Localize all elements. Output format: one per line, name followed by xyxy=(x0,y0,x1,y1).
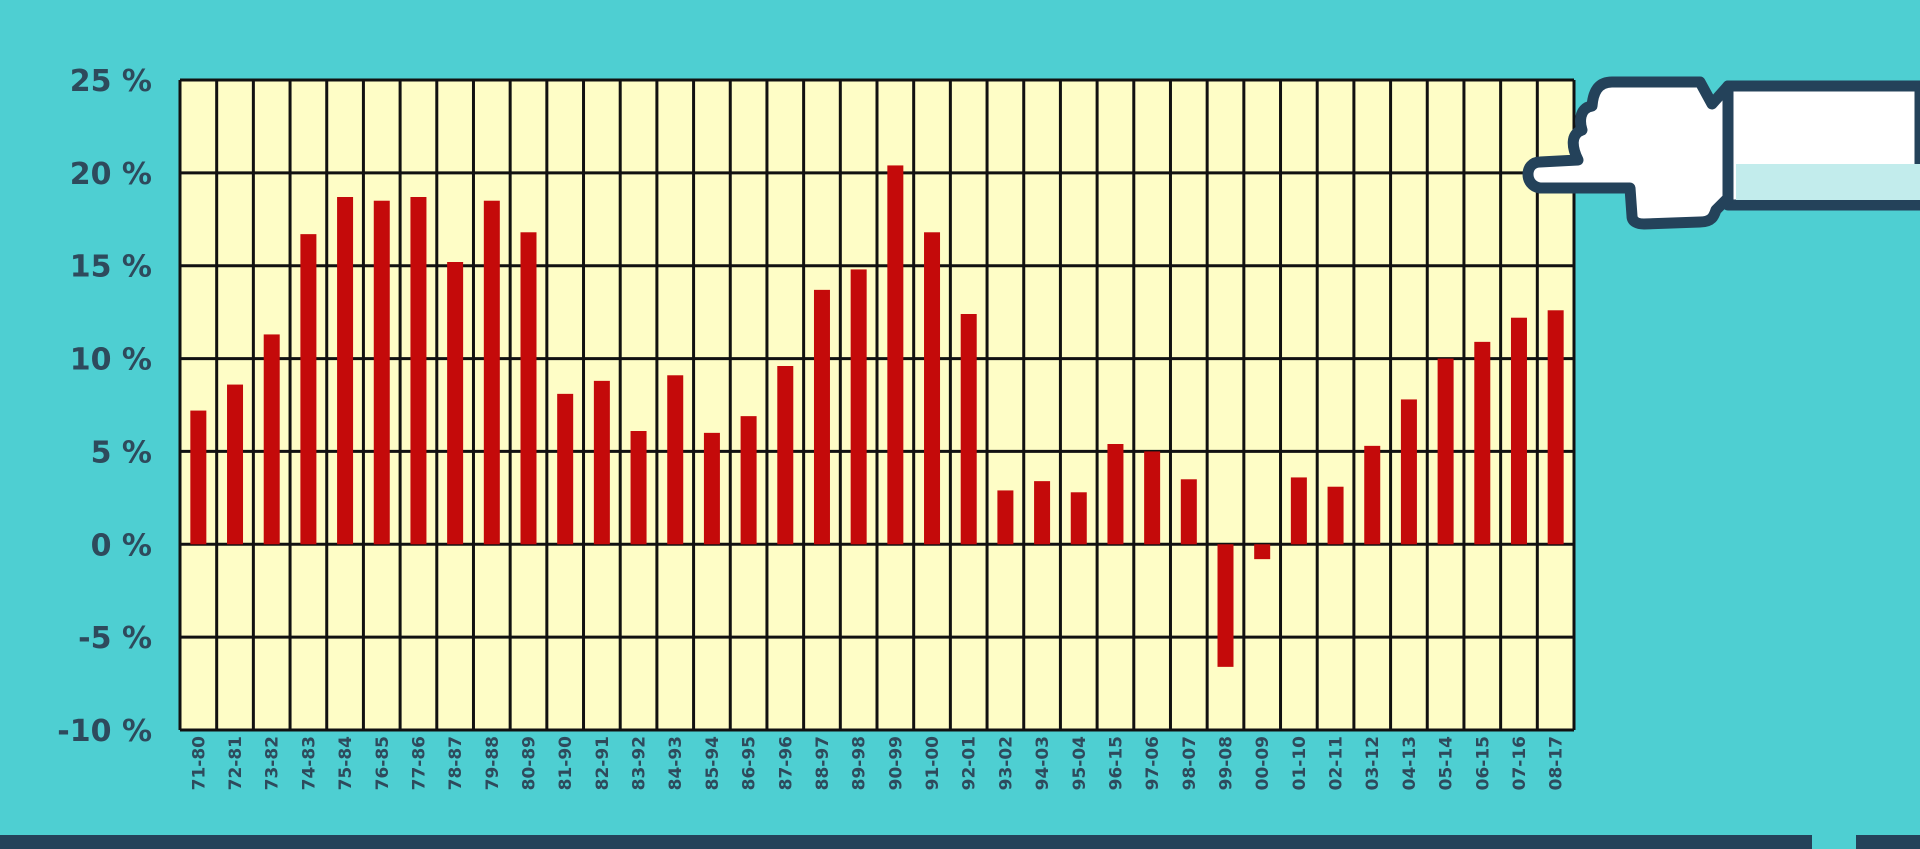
bottom-divider-bar-right xyxy=(1856,835,1920,849)
bar-75-84 xyxy=(337,197,354,545)
x-tick-label: 86-95 xyxy=(740,736,760,790)
x-tick-label: 77-86 xyxy=(409,736,429,790)
bar-98-07 xyxy=(1180,479,1197,545)
bar-07-16 xyxy=(1510,317,1527,545)
x-tick-label: 92-01 xyxy=(960,736,980,790)
bar-81-90 xyxy=(557,393,574,545)
bottom-divider-bar xyxy=(0,835,1812,849)
bar-96-15 xyxy=(1107,444,1124,545)
bar-72-81 xyxy=(227,384,244,545)
x-tick-label: 04-13 xyxy=(1400,736,1420,790)
bar-91-00 xyxy=(924,232,941,545)
bar-85-94 xyxy=(703,432,720,545)
x-axis-ticks: 71-80 72-81 73-82 74-83 75-84 76-85 77-86 78-87… xyxy=(189,736,1566,791)
y-tick-label: -5 % xyxy=(78,621,152,656)
bar-73-82 xyxy=(263,334,280,545)
bar-74-83 xyxy=(300,234,317,545)
y-tick-label: 10 % xyxy=(70,343,152,378)
x-tick-label: 93-02 xyxy=(996,736,1016,790)
bar-02-11 xyxy=(1327,486,1344,545)
x-tick-label: 81-90 xyxy=(556,736,576,791)
x-tick-label: 97-06 xyxy=(1143,736,1163,790)
x-tick-label: 78-87 xyxy=(446,736,466,790)
bar-95-04 xyxy=(1070,492,1087,545)
bar-94-03 xyxy=(1034,481,1051,545)
x-tick-label: 90-99 xyxy=(886,736,906,790)
bar-01-10 xyxy=(1290,477,1307,545)
bar-93-02 xyxy=(997,490,1014,545)
x-tick-label: 80-89 xyxy=(520,736,540,790)
bar-79-88 xyxy=(483,200,500,545)
bar-92-01 xyxy=(960,314,977,545)
x-tick-label: 83-92 xyxy=(630,736,650,790)
x-tick-label: 91-00 xyxy=(923,736,943,791)
y-tick-label: 25 % xyxy=(70,64,152,99)
bars xyxy=(190,165,1564,667)
bar-04-13 xyxy=(1400,399,1417,545)
x-tick-label: 76-85 xyxy=(373,736,393,790)
x-tick-label: 73-82 xyxy=(263,736,283,790)
x-tick-label: 72-81 xyxy=(226,736,246,790)
bar-05-14 xyxy=(1437,358,1454,545)
x-tick-label: 98-07 xyxy=(1180,736,1200,790)
x-tick-label: 85-94 xyxy=(703,736,723,791)
bar-83-92 xyxy=(630,431,647,545)
bar-71-80 xyxy=(190,410,207,545)
bar-03-12 xyxy=(1364,445,1381,545)
bar-76-85 xyxy=(373,200,390,545)
y-tick-label: 0 % xyxy=(91,528,152,563)
x-tick-label: 01-10 xyxy=(1290,736,1310,791)
x-tick-label: 79-88 xyxy=(483,736,503,790)
x-tick-label: 99-08 xyxy=(1217,736,1237,790)
pointing-hand-icon xyxy=(1522,76,1920,230)
x-tick-label: 71-80 xyxy=(189,736,209,791)
bar-08-17 xyxy=(1547,310,1564,545)
y-axis-ticks: 25 % 20 % 15 % 10 % 5 % 0 % -5 % -10 % xyxy=(57,64,152,749)
y-tick-label: 20 % xyxy=(70,157,152,192)
y-tick-label: 15 % xyxy=(70,250,152,285)
x-tick-label: 88-97 xyxy=(813,736,833,790)
x-tick-label: 75-84 xyxy=(336,736,356,791)
bar-84-93 xyxy=(667,375,684,545)
x-tick-label: 05-14 xyxy=(1437,736,1457,791)
y-tick-label: 5 % xyxy=(91,435,152,470)
bar-89-98 xyxy=(850,269,867,545)
x-tick-label: 84-93 xyxy=(666,736,686,790)
x-tick-label: 82-91 xyxy=(593,736,613,790)
x-tick-label: 87-96 xyxy=(776,736,796,790)
bar-88-97 xyxy=(813,289,830,545)
bar-86-95 xyxy=(740,416,757,545)
x-tick-label: 74-83 xyxy=(299,736,319,790)
bar-78-87 xyxy=(447,262,464,545)
x-tick-label: 07-16 xyxy=(1510,736,1530,790)
bar-97-06 xyxy=(1144,451,1161,545)
x-tick-label: 03-12 xyxy=(1363,736,1383,790)
y-tick-label: -10 % xyxy=(57,714,152,749)
x-tick-label: 96-15 xyxy=(1106,736,1126,790)
bar-80-89 xyxy=(520,232,537,545)
x-tick-label: 06-15 xyxy=(1473,736,1493,790)
x-tick-label: 94-03 xyxy=(1033,736,1053,790)
bar-82-91 xyxy=(593,380,610,545)
x-tick-label: 89-98 xyxy=(850,736,870,790)
bar-99-08 xyxy=(1217,544,1234,667)
x-tick-label: 00-09 xyxy=(1253,736,1273,790)
bar-90-99 xyxy=(887,165,904,545)
x-tick-label: 08-17 xyxy=(1547,736,1567,790)
x-tick-label: 02-11 xyxy=(1327,736,1347,790)
bar-00-09 xyxy=(1254,544,1271,560)
x-tick-label: 95-04 xyxy=(1070,736,1090,791)
bar-77-86 xyxy=(410,197,427,545)
bar-06-15 xyxy=(1474,341,1491,545)
bar-87-96 xyxy=(777,366,794,545)
grid xyxy=(178,78,1576,732)
